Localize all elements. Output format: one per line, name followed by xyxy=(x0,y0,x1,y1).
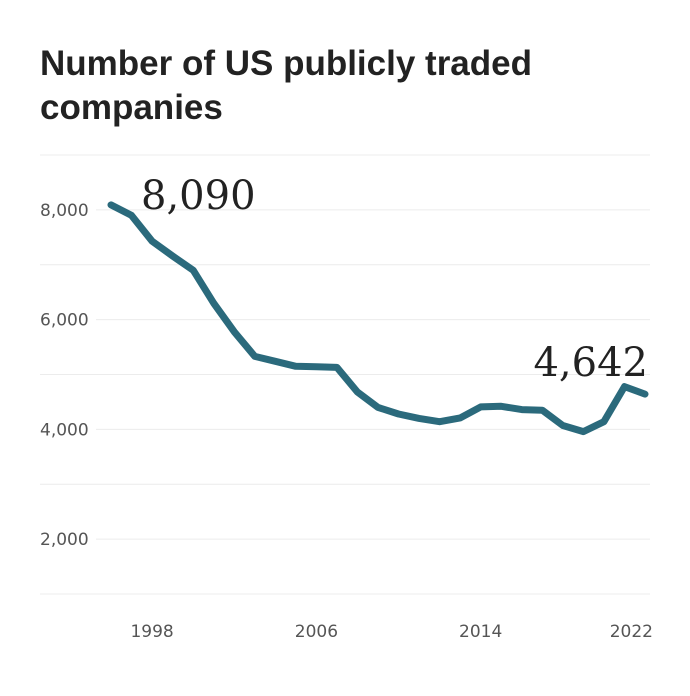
y-tick-label: 2,000 xyxy=(40,530,89,550)
annotations: 8,090 4,642 xyxy=(141,173,648,386)
y-tick-2: 6,000 xyxy=(38,306,96,333)
annotation-0: 8,090 xyxy=(141,173,256,219)
chart-title: Number of US publicly traded companies xyxy=(40,44,532,127)
annotation-1: 4,642 xyxy=(533,340,648,386)
x-tick-label-2014: 2014 xyxy=(459,622,502,642)
x-tick-label-1998: 1998 xyxy=(130,622,173,642)
y-tick-1: 4,000 xyxy=(38,416,96,443)
y-tick-label-bg xyxy=(38,416,96,443)
x-tick-label-2022: 2022 xyxy=(610,622,653,642)
series-layer xyxy=(107,201,649,436)
y-tick-label-bg xyxy=(38,196,96,223)
x-tick-label-2006: 2006 xyxy=(295,622,338,642)
y-axis-ticks: 2,000 4,000 6,000 8,000 xyxy=(38,196,96,553)
x-axis-ticks: 1998 2006 2014 2022 xyxy=(130,622,653,642)
series-line-0 xyxy=(107,201,649,436)
y-tick-label-bg xyxy=(38,306,96,333)
y-tick-label-bg xyxy=(38,526,96,553)
y-tick-label: 4,000 xyxy=(40,420,89,440)
y-tick-0: 2,000 xyxy=(38,526,96,553)
y-tick-label: 6,000 xyxy=(40,311,89,331)
y-tick-3: 8,000 xyxy=(38,196,96,223)
y-tick-label: 8,000 xyxy=(40,201,89,221)
gridlines xyxy=(40,154,650,595)
